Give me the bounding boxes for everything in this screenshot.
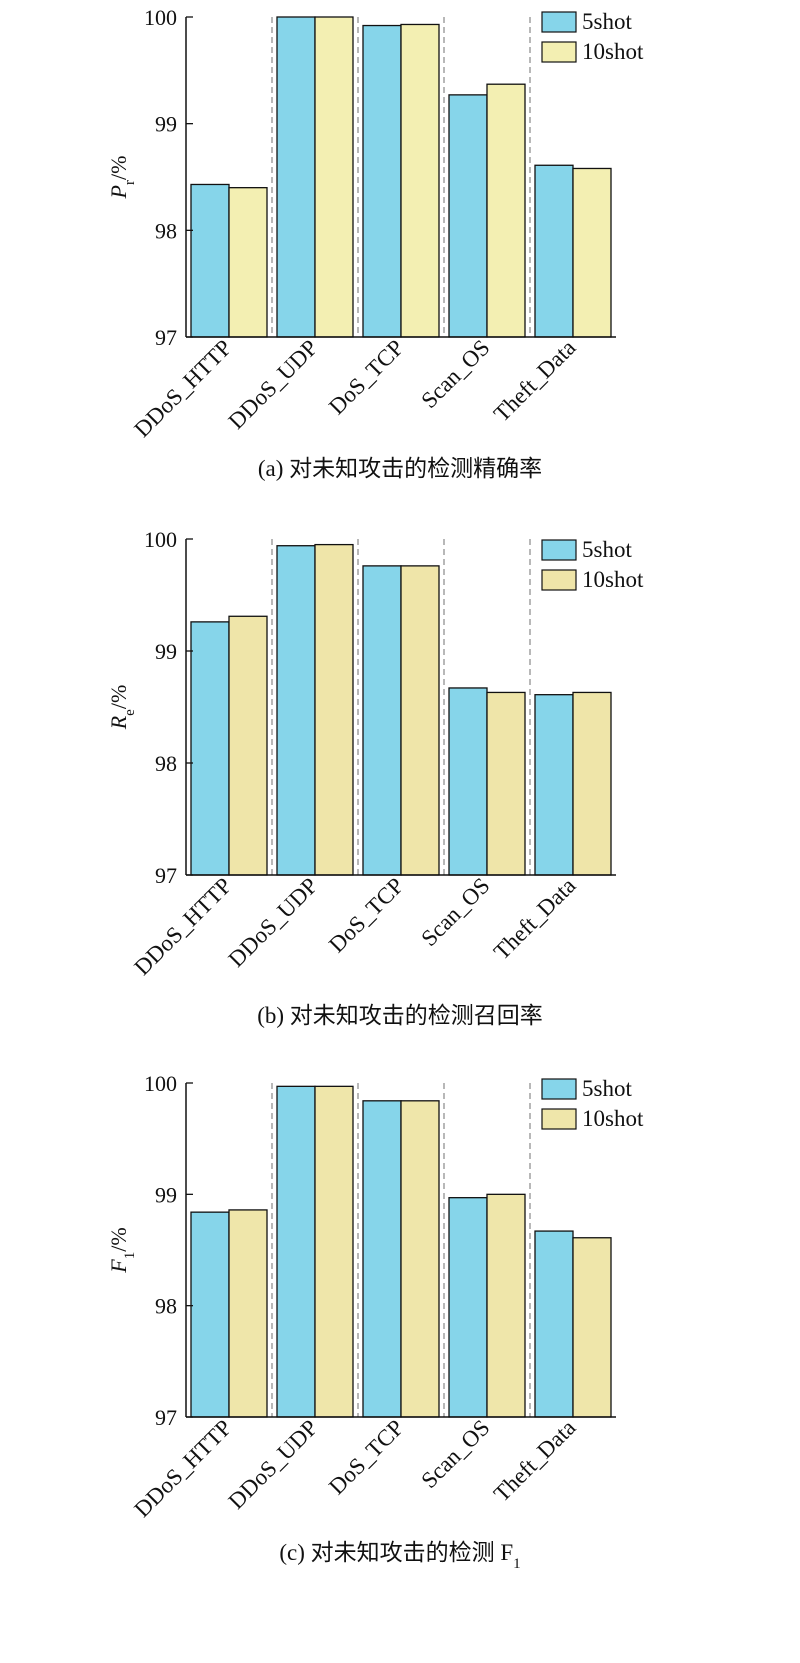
- bar-10shot-ddos_udp: [314, 16, 354, 338]
- bar-5shot-scan_os: [448, 687, 488, 876]
- bar-5shot-ddos_http: [190, 1211, 230, 1418]
- bar-10shot-ddos_udp: [314, 543, 354, 876]
- bar-10shot-dos_tcp: [400, 565, 440, 876]
- bar-10shot-ddos_http: [228, 615, 268, 876]
- bar-5shot-dos_tcp: [362, 1100, 402, 1418]
- legend-swatch-10shot: [541, 1108, 577, 1130]
- y-tick-label: 100: [144, 527, 177, 552]
- y-axis-label: F1/%: [106, 1227, 138, 1273]
- bar-5shot-theft_data: [534, 1230, 574, 1418]
- bar-10shot-scan_os: [486, 1193, 526, 1418]
- legend-swatch-5shot: [541, 1078, 577, 1100]
- x-tick-label: Theft_Data: [489, 335, 581, 427]
- legend-swatch-10shot: [541, 41, 577, 63]
- y-tick-label: 98: [155, 1294, 177, 1319]
- legend-swatch-5shot: [541, 11, 577, 33]
- legend-label-5shot: 5shot: [582, 9, 632, 34]
- x-tick-label: Theft_Data: [489, 1415, 581, 1507]
- bar-5shot-theft_data: [534, 164, 574, 338]
- x-tick-label: DoS_TCP: [324, 873, 409, 958]
- x-tick-label: DDoS_HTTP: [129, 873, 236, 980]
- panel-caption: (b) 对未知攻击的检测召回率: [257, 1003, 543, 1028]
- bar-10shot-theft_data: [572, 691, 612, 876]
- y-tick-label: 97: [155, 1405, 177, 1430]
- y-tick-label: 97: [155, 863, 177, 888]
- bar-5shot-scan_os: [448, 94, 488, 338]
- y-tick-label: 100: [144, 5, 177, 30]
- panel-caption: (a) 对未知攻击的检测精确率: [258, 456, 542, 481]
- bar-10shot-ddos_udp: [314, 1085, 354, 1418]
- y-tick-label: 99: [155, 1182, 177, 1207]
- x-tick-label: Theft_Data: [489, 873, 581, 965]
- x-tick-label: DDoS_HTTP: [129, 1415, 236, 1522]
- y-axis-label: Pr/%: [106, 156, 138, 200]
- x-tick-label: Scan_OS: [416, 335, 494, 413]
- x-tick-label: DDoS_UDP: [224, 1415, 323, 1514]
- bar-10shot-theft_data: [572, 1237, 612, 1418]
- y-tick-label: 98: [155, 751, 177, 776]
- x-tick-label: DoS_TCP: [324, 335, 409, 420]
- bar-10shot-ddos_http: [228, 1209, 268, 1418]
- bar-10shot-ddos_http: [228, 187, 268, 338]
- bar-10shot-dos_tcp: [400, 23, 440, 338]
- bar-5shot-ddos_udp: [276, 1085, 316, 1418]
- y-tick-label: 98: [155, 218, 177, 243]
- x-tick-label: DDoS_UDP: [224, 335, 323, 434]
- x-tick-label: DoS_TCP: [324, 1415, 409, 1500]
- bar-5shot-dos_tcp: [362, 565, 402, 876]
- panel-caption: (c) 对未知攻击的检测 F1: [279, 1540, 520, 1572]
- bar-10shot-dos_tcp: [400, 1100, 440, 1418]
- x-tick-label: DDoS_HTTP: [129, 335, 236, 442]
- bar-5shot-ddos_http: [190, 621, 230, 876]
- y-tick-label: 99: [155, 639, 177, 664]
- bar-5shot-scan_os: [448, 1197, 488, 1418]
- bar-10shot-scan_os: [486, 691, 526, 876]
- bar-5shot-dos_tcp: [362, 24, 402, 338]
- legend-label-5shot: 5shot: [582, 537, 632, 562]
- legend-label-5shot: 5shot: [582, 1076, 632, 1101]
- legend-label-10shot: 10shot: [582, 39, 644, 64]
- y-tick-label: 99: [155, 112, 177, 137]
- y-tick-label: 97: [155, 325, 177, 350]
- legend-label-10shot: 10shot: [582, 1106, 644, 1131]
- x-tick-label: DDoS_UDP: [224, 873, 323, 972]
- y-tick-label: 100: [144, 1071, 177, 1096]
- x-tick-label: Scan_OS: [416, 873, 494, 951]
- legend-swatch-5shot: [541, 539, 577, 561]
- y-axis-label: Re/%: [106, 685, 138, 731]
- legend-swatch-10shot: [541, 569, 577, 591]
- bar-5shot-theft_data: [534, 694, 574, 876]
- legend-label-10shot: 10shot: [582, 567, 644, 592]
- bar-5shot-ddos_udp: [276, 16, 316, 338]
- x-tick-label: Scan_OS: [416, 1415, 494, 1493]
- bar-10shot-theft_data: [572, 167, 612, 338]
- bar-10shot-scan_os: [486, 83, 526, 338]
- bar-5shot-ddos_udp: [276, 545, 316, 876]
- bar-5shot-ddos_http: [190, 183, 230, 338]
